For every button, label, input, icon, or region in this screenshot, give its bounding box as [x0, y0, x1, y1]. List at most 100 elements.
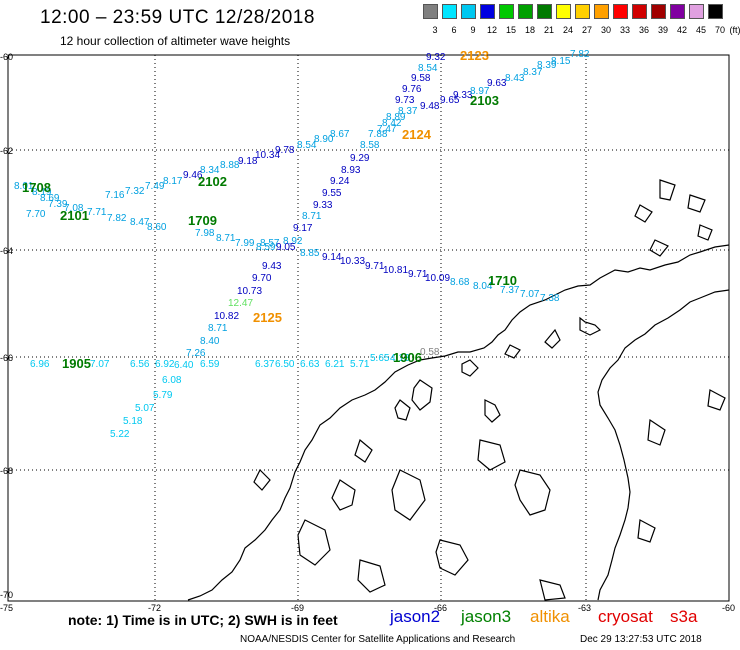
wave-height-label: 8.89 [386, 112, 406, 123]
scale-swatch [651, 4, 666, 19]
map-title: 12:00 – 23:59 UTC 12/28/2018 [40, 7, 315, 28]
scale-swatch [499, 4, 514, 19]
pass-id-label: 2103 [470, 93, 499, 108]
pass-id-label: 1905 [62, 356, 91, 371]
wave-height-label: 7.98 [195, 228, 215, 239]
wave-height-label: 8.01 [14, 181, 34, 192]
wave-height-label: 8.71 [208, 323, 228, 334]
scale-swatch [480, 4, 495, 19]
wave-height-label: 6.56 [130, 359, 150, 370]
satellite-legend-item: s3a [670, 607, 698, 626]
wave-height-label: 6.40 [174, 360, 194, 371]
satellite-legend-item: jason3 [461, 607, 512, 626]
wave-height-label: 8.85 [300, 248, 320, 259]
wave-height-label: 8.58 [360, 140, 380, 151]
wave-height-label: 8.15 [551, 56, 571, 67]
wave-height-label: 5.79 [153, 390, 173, 401]
wave-height-label: 8.97 [470, 86, 490, 97]
coastline [187, 179, 730, 601]
scale-swatch [689, 4, 704, 19]
wave-height-label: 9.63 [487, 78, 507, 89]
scale-swatch [518, 4, 533, 19]
lon-tick-label: -63 [578, 603, 592, 613]
wave-height-label: 8.37 [398, 106, 418, 117]
wave-height-label: 5.71 [350, 359, 370, 370]
wave-height-label: 6.96 [30, 359, 50, 370]
lat-tick-label: -62 [0, 146, 14, 156]
wave-height-label: 9.43 [262, 261, 282, 272]
wave-height-label: 5.22 [110, 429, 130, 440]
pass-id-label: 2124 [402, 127, 431, 142]
lon-tick-label: -66 [434, 603, 448, 613]
pass-id-label: 2123 [460, 48, 489, 63]
wave-height-label: 5.07 [135, 403, 155, 414]
scale-label: 27 [581, 25, 592, 35]
satellite-legend-item: jason2 [390, 607, 441, 626]
wave-height-label: 7.39 [48, 199, 68, 210]
wave-height-label: 8.69 [40, 193, 60, 204]
wave-height-label: 7.37 [500, 285, 520, 296]
lon-tick-label: -72 [148, 603, 162, 613]
wave-height-label: 8.34 [200, 165, 220, 176]
wave-height-label: 8.17 [163, 176, 183, 187]
wave-height-label: 8.39 [537, 60, 557, 71]
wave-height-label: 9.70 [252, 273, 272, 284]
scale-swatch [594, 4, 609, 19]
wave-height-label: 8.60 [147, 222, 167, 233]
scale-label: 12 [486, 25, 497, 35]
scale-label: 18 [524, 25, 535, 35]
wave-height-label: 7.07 [520, 289, 540, 300]
scale-swatch [556, 4, 571, 19]
wave-height-label: 6.63 [300, 359, 320, 370]
lon-tick-label: -69 [291, 603, 305, 613]
wave-height-label: 9.71 [408, 269, 428, 280]
wave-height-label: 7.99 [235, 238, 255, 249]
lon-tick-label: -75 [0, 603, 14, 613]
wave-height-label: 8.40 [200, 336, 220, 347]
scale-label: 9 [470, 25, 476, 35]
scale-label: 3 [432, 25, 438, 35]
wave-height-label: 8.71 [302, 211, 322, 222]
scale-label: 36 [638, 25, 649, 35]
scale-swatch [461, 4, 476, 19]
wave-height-label: 6.50 [275, 359, 295, 370]
scale-swatch [632, 4, 647, 19]
wave-height-label: 9.71 [365, 261, 385, 272]
wave-height-label: 8.04 [473, 281, 493, 292]
wave-height-label: 8.47 [130, 217, 150, 228]
wave-height-label: 10.73 [237, 286, 263, 297]
wave-height-label: 7.16 [105, 190, 125, 201]
scale-label: 15 [505, 25, 516, 35]
wave-height-label: 8.90 [314, 134, 334, 145]
lat-tick-label: -64 [0, 246, 14, 256]
pass-id-label: 1906 [393, 350, 422, 365]
wave-height-label: 6.59 [200, 359, 220, 370]
wave-height-label: 10.33 [340, 256, 366, 267]
scale-label: 30 [600, 25, 611, 35]
footer-note: note: 1) Time is in UTC; 2) SWH is in fe… [68, 612, 338, 628]
scale-swatch [613, 4, 628, 19]
wave-height-label: 8.71 [216, 233, 236, 244]
satellite-legend-item: cryosat [598, 607, 653, 626]
wave-height-label: 6.21 [325, 359, 345, 370]
wave-height-label: 8.43 [505, 73, 525, 84]
wave-height-label: 7.82 [570, 49, 590, 60]
scale-label: 70 [714, 25, 725, 35]
lat-tick-label: -70 [0, 590, 14, 600]
wave-height-label: 8.67 [330, 129, 350, 140]
wave-height-label: 9.33 [453, 90, 473, 101]
scale-swatch [537, 4, 552, 19]
lat-tick-label: -66 [0, 353, 14, 363]
scale-unit: (ft) [729, 25, 740, 35]
pass-id-label: 1709 [188, 213, 217, 228]
pass-id-label: 2125 [253, 310, 282, 325]
wave-height-label: 5.18 [123, 416, 143, 427]
wave-height-label: 9.73 [395, 95, 415, 106]
wave-height-label: 9.17 [293, 223, 313, 234]
wave-height-label: 0.58 [420, 347, 440, 358]
lat-tick-label: -68 [0, 466, 14, 476]
pass-id-label: 1710 [488, 273, 517, 288]
wave-height-label: 9.46 [183, 170, 203, 181]
wave-height-label: 8.93 [341, 165, 361, 176]
